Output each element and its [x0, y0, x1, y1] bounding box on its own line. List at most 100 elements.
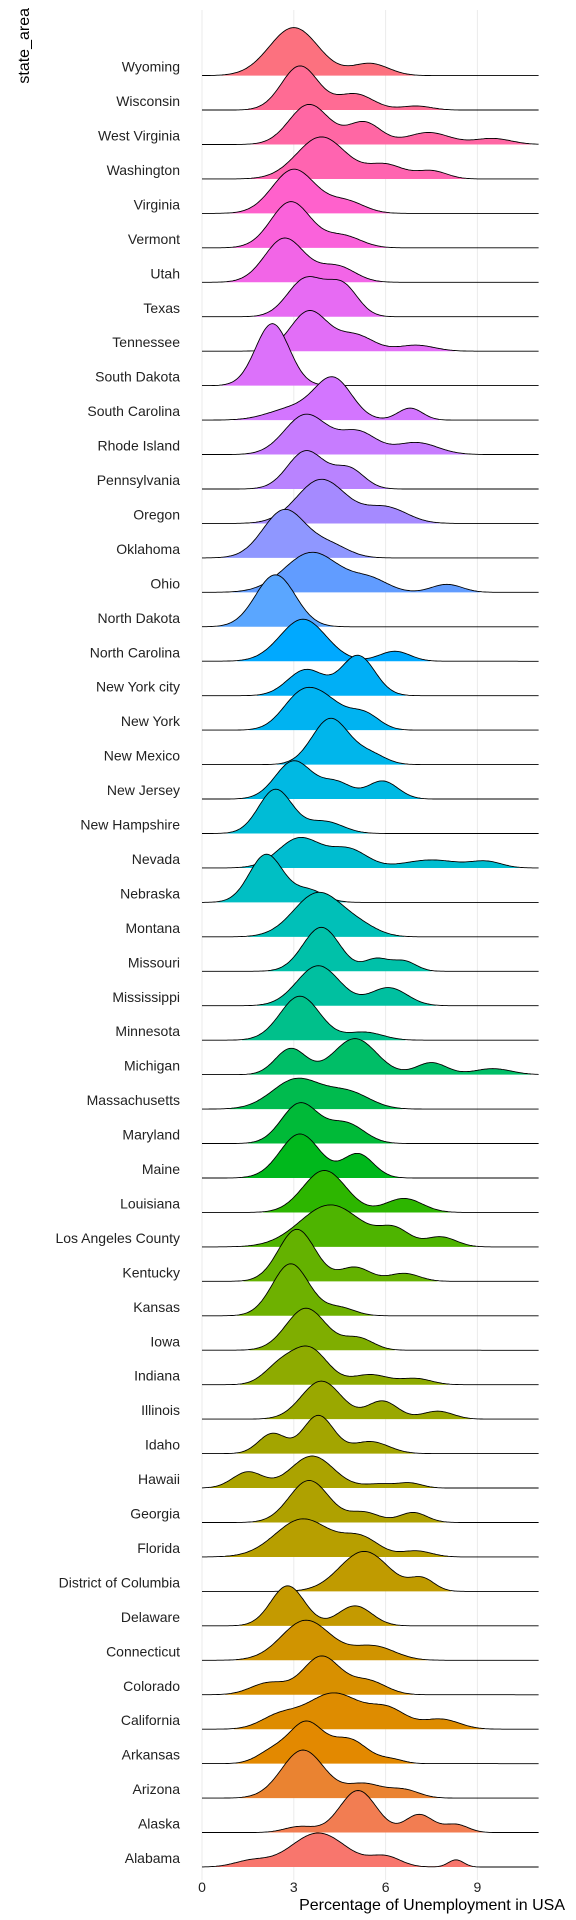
y-tick-label: Iowa: [150, 1333, 180, 1349]
gridlines: [201, 10, 478, 1880]
y-tick-label: Virginia: [134, 196, 181, 212]
ridge-area: [257, 655, 406, 696]
ridge-area: [234, 1692, 484, 1730]
ridge-outline: [202, 450, 539, 490]
y-tick-label: Pennsylvania: [97, 472, 180, 488]
y-tick-label: New Hampshire: [80, 817, 180, 833]
ridge-outline: [202, 65, 539, 111]
y-tick-label: Oregon: [133, 506, 180, 522]
ridge-virginia: [202, 168, 539, 214]
ridge-outline: [202, 1380, 539, 1420]
ridge-connecticut: [202, 1619, 539, 1661]
y-tick-label: Arizona: [133, 1781, 181, 1797]
y-tick-label: Texas: [143, 300, 180, 316]
ridge-area: [263, 1170, 450, 1213]
ridge-south-carolina: [202, 376, 539, 421]
ridge-outline: [202, 853, 539, 903]
y-tick-label: New York: [121, 713, 181, 729]
y-tick-label: Maine: [142, 1161, 180, 1177]
ridge-outline: [202, 1345, 539, 1386]
ridge-area: [215, 1833, 473, 1867]
ridge-area: [247, 1102, 394, 1144]
ridge-area: [235, 1721, 415, 1764]
ridge-hawaii: [201, 1455, 539, 1489]
ridge-alabama: [202, 1832, 539, 1868]
y-tick-label: Delaware: [121, 1609, 180, 1625]
y-tick-label: Los Angeles County: [55, 1230, 180, 1246]
y-tick-label: Florida: [137, 1540, 180, 1556]
y-tick-label: Tennessee: [112, 334, 180, 350]
ridge-ohio: [202, 551, 539, 593]
ridge-area: [251, 136, 466, 179]
ridge-area: [221, 509, 375, 558]
ridge-delaware: [202, 1585, 539, 1627]
ridge-outline: [202, 686, 539, 731]
ridge-montana: [202, 891, 539, 938]
ridge-louisiana: [202, 1169, 539, 1213]
x-tick-label: 6: [382, 1879, 390, 1895]
ridge-outline: [202, 1518, 539, 1558]
ridge-area: [224, 1518, 449, 1557]
ridge-outline: [202, 1480, 539, 1523]
y-tick-label: Washington: [107, 162, 180, 178]
y-axis-labels: Wyoming Wisconsin West Virginia Washington V…: [55, 59, 181, 1866]
ridge-area: [264, 1381, 472, 1420]
ridge-area: [257, 310, 455, 352]
y-tick-label: California: [121, 1712, 180, 1728]
ridge-area: [251, 479, 440, 524]
ridge-outline: [202, 654, 539, 697]
y-tick-label: North Carolina: [90, 644, 180, 660]
ridge-area: [240, 1585, 400, 1626]
ridge-texas: [202, 276, 539, 318]
y-tick-label: Michigan: [124, 1058, 180, 1074]
ridge-area: [249, 1038, 531, 1075]
ridge-area: [267, 927, 432, 972]
y-tick-label: Oklahoma: [116, 541, 180, 557]
ridge-area: [234, 376, 440, 421]
ridge-new-york-city: [202, 654, 539, 697]
ridge-area: [254, 450, 389, 489]
y-tick-label: Arkansas: [122, 1747, 180, 1763]
ridge-area: [237, 1263, 374, 1316]
ridge-area: [226, 238, 383, 283]
ridge-outline: [201, 1455, 539, 1489]
y-tick-label: New Mexico: [104, 748, 180, 764]
ridge-illinois: [202, 1380, 539, 1420]
x-axis-labels: 0 3 6 9: [198, 1879, 481, 1895]
ridge-wyoming: [201, 27, 539, 77]
ridge-area: [246, 65, 446, 111]
ridge-outline: [202, 760, 539, 800]
ridge-outline: [202, 1307, 539, 1351]
ridge-area: [235, 1620, 427, 1661]
ridge-area: [217, 574, 334, 627]
ridge-area: [249, 1308, 395, 1351]
ridge-outline: [202, 551, 539, 593]
y-tick-label: West Virginia: [98, 128, 180, 144]
y-tick-label: District of Columbia: [59, 1574, 181, 1590]
ridge-georgia: [202, 1480, 539, 1523]
x-axis-title: Percentage of Unemployment in USA: [299, 1897, 565, 1914]
ridge-area: [293, 1551, 452, 1592]
y-tick-label: South Dakota: [95, 369, 180, 385]
ridge-area: [224, 1655, 414, 1695]
y-tick-label: Missouri: [128, 954, 180, 970]
ridge-outline: [202, 1169, 539, 1213]
ridge-outline: [202, 1102, 539, 1144]
ridge-outline: [202, 103, 539, 145]
ridge-outline: [202, 1228, 539, 1282]
ridge-area: [240, 837, 519, 868]
y-tick-label: Kentucky: [122, 1264, 180, 1280]
y-tick-label: Alabama: [125, 1850, 180, 1866]
ridge-district-of-columbia: [202, 1550, 539, 1592]
ridge-outline: [202, 323, 539, 387]
ridge-outline: [202, 1077, 539, 1110]
ridge-outline: [202, 1655, 539, 1696]
y-tick-label: Vermont: [128, 231, 180, 247]
ridge-florida: [202, 1518, 539, 1558]
ridge-area: [277, 718, 406, 765]
ridge-area: [221, 323, 323, 386]
y-tick-label: Illinois: [141, 1402, 180, 1418]
ridge-area: [231, 169, 391, 214]
y-tick-label: Hawaii: [138, 1471, 180, 1487]
